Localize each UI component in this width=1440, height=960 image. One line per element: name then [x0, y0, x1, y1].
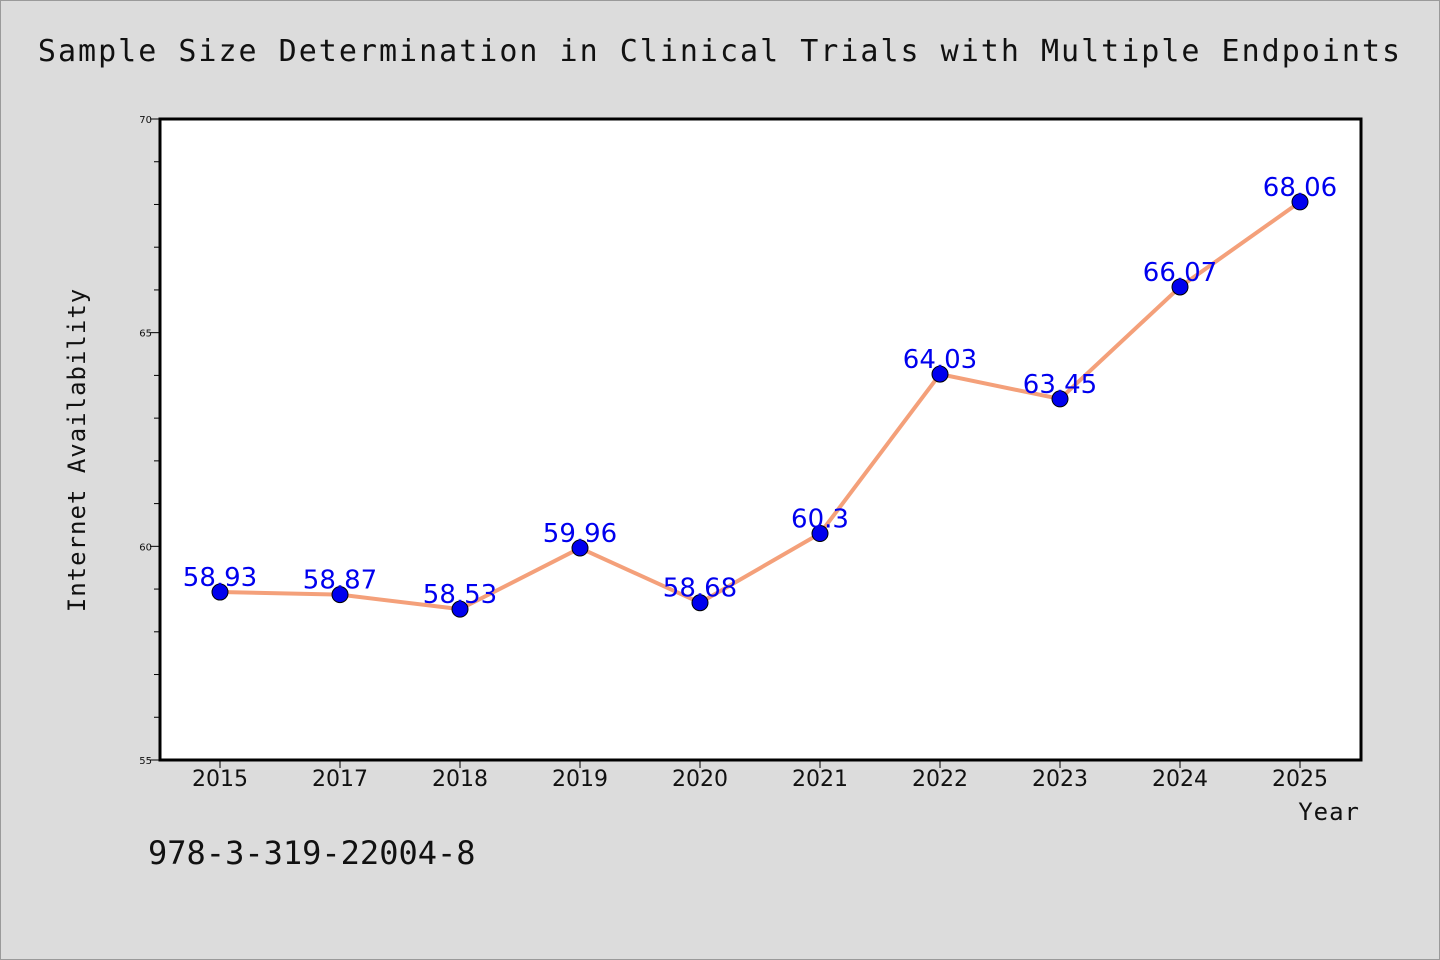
data-label: 64.03 — [903, 345, 977, 375]
data-point — [1291, 193, 1309, 211]
data-label: 58.53 — [423, 580, 497, 610]
data-label: 58.87 — [303, 566, 377, 596]
y-tick-label: 65 — [139, 329, 152, 340]
x-tick-label: 2024 — [1152, 767, 1208, 792]
data-label: 59.96 — [543, 519, 617, 549]
plot-area — [158, 117, 1363, 762]
x-tick-label: 2023 — [1032, 767, 1088, 792]
data-point — [1051, 390, 1069, 408]
x-tick-label: 2020 — [672, 767, 728, 792]
y-axis-label: Internet Availability — [63, 288, 91, 612]
x-tick-label: 2025 — [1272, 767, 1328, 792]
y-tick-label: 70 — [139, 115, 152, 126]
data-label: 60.3 — [791, 505, 849, 535]
x-axis-label: Year — [1298, 798, 1360, 826]
data-point — [211, 583, 229, 601]
data-label: 58.93 — [183, 563, 257, 593]
y-tick-label: 60 — [139, 542, 152, 553]
footnote-isbn: 978-3-319-22004-8 — [148, 834, 476, 872]
data-point — [331, 586, 349, 604]
x-tick-label: 2019 — [552, 767, 608, 792]
data-label: 58.68 — [663, 574, 737, 604]
data-point — [691, 594, 709, 612]
x-tick-label: 2018 — [432, 767, 488, 792]
data-point — [811, 525, 829, 543]
chart-title: Sample Size Determination in Clinical Tr… — [37, 34, 1403, 69]
data-point — [931, 365, 949, 383]
series-group: 58.93 58.87 58.53 59.96 58.68 60.3 64.03 63.45 6… — [183, 173, 1337, 618]
x-axis-ticks: 2015 2017 2018 2019 2020 2021 2022 2023 2024 2025 — [192, 760, 1328, 792]
data-label: 63.45 — [1023, 370, 1097, 400]
x-tick-label: 2022 — [912, 767, 968, 792]
x-tick-label: 2021 — [792, 767, 848, 792]
data-point — [451, 600, 469, 618]
data-label: 66.07 — [1143, 258, 1217, 288]
data-point — [571, 539, 589, 557]
series-line — [219, 200, 1302, 612]
data-point — [1171, 278, 1189, 296]
data-label: 68.06 — [1263, 173, 1337, 203]
y-axis-ticks: 55 60 65 70 — [139, 115, 160, 767]
y-tick-label: 55 — [139, 756, 152, 767]
x-tick-label: 2015 — [192, 767, 248, 792]
x-tick-label: 2017 — [312, 767, 368, 792]
